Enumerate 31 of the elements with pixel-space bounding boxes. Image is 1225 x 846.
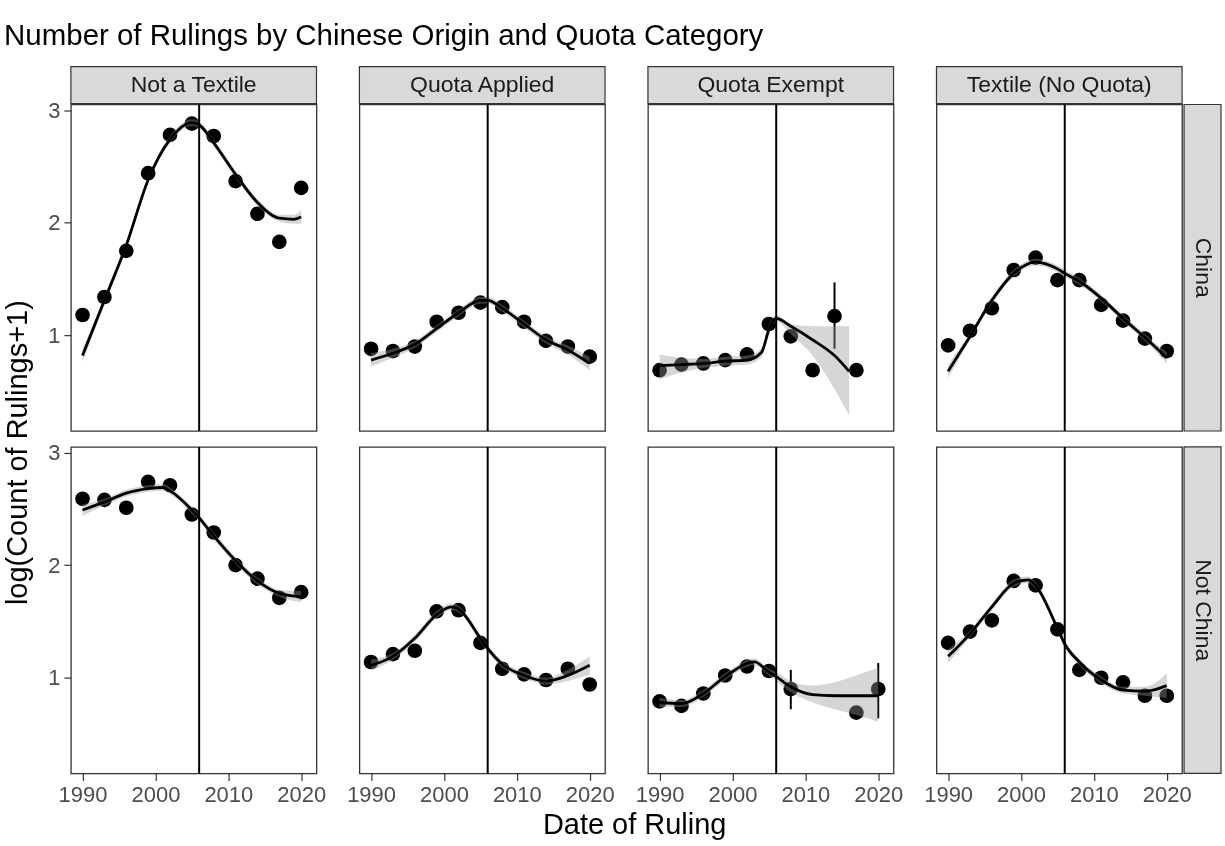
x-tick-label: 1990: [58, 781, 108, 807]
x-tick-label: 1990: [347, 781, 396, 807]
chart-subtitle: Not a Textile: [130, 71, 257, 98]
x-tick-label: 2000: [708, 781, 758, 807]
x-tick-label: 2010: [204, 781, 254, 807]
x-tick-label: 2020: [277, 781, 327, 807]
y-tick-label: 2: [48, 552, 61, 578]
x-tick-label: 2010: [1069, 781, 1119, 807]
x-tick-label: 2020: [854, 781, 904, 807]
x-tick-label: 2010: [781, 781, 831, 807]
y-tick-label: 3: [48, 97, 61, 123]
x-tick-label: 1990: [924, 781, 974, 807]
x-tick-label: 1990: [635, 781, 685, 807]
y-tick-label: 3: [48, 440, 61, 466]
x-axis-title: Date of Ruling: [542, 807, 727, 840]
x-tick-label: 2020: [565, 781, 615, 807]
x-tick-label: 2000: [420, 781, 469, 807]
y-tick-label: 2: [48, 210, 61, 236]
chart-subtitle: Textile (No Quota): [966, 71, 1152, 98]
chart-subtitle: Quota Exempt: [697, 71, 845, 98]
y-tick-label: 1: [48, 665, 61, 691]
x-tick-label: 2000: [997, 781, 1046, 807]
y-axis-title: log(Count of Rulings+1): [1, 300, 34, 606]
chart-subtitle: Quota Applied: [410, 71, 555, 98]
x-tick-label: 2020: [1142, 781, 1192, 807]
x-tick-label: 2000: [131, 781, 181, 807]
x-tick-label: 2010: [492, 781, 542, 807]
y-tick-label: 1: [48, 322, 61, 348]
y2-axis-title: Not China: [1190, 559, 1217, 662]
y2-axis-title: China: [1190, 237, 1217, 298]
text: Number of Rulings by Chinese Origin and Quota Category: [4, 17, 764, 51]
